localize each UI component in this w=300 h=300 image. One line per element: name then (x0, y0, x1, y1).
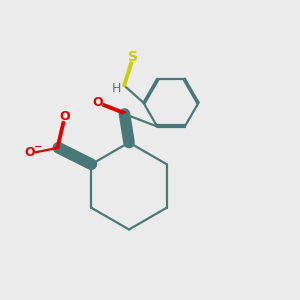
Text: O: O (60, 110, 70, 123)
Text: S: S (128, 50, 138, 64)
Text: O: O (24, 146, 34, 159)
Text: −: − (34, 142, 42, 152)
Text: O: O (92, 96, 103, 109)
Text: H: H (112, 82, 121, 95)
